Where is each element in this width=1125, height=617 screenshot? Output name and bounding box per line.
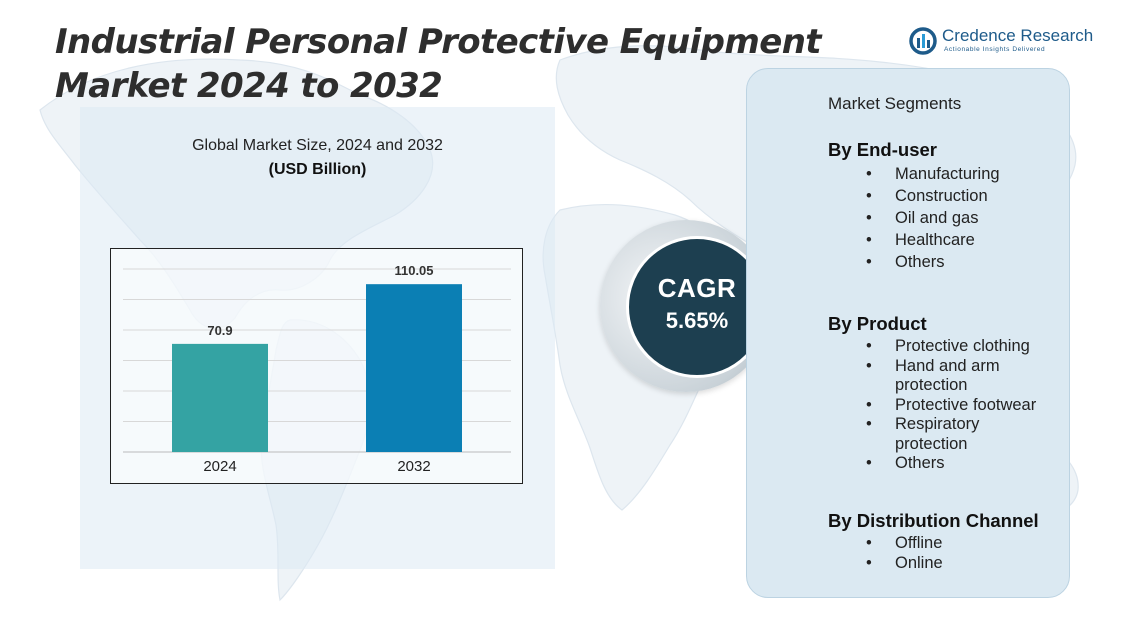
- segment-item-label: Respiratory protection: [895, 415, 980, 453]
- logo-tagline: Actionable Insights Delivered: [944, 46, 1046, 53]
- bullet-icon: •: [866, 395, 872, 414]
- bullet-icon: •: [866, 253, 872, 271]
- segments-panel: [746, 68, 1070, 598]
- segment-title-distribution: By Distribution Channel: [828, 510, 1039, 531]
- segment-item: • Respiratory protection: [866, 415, 1041, 454]
- bar-2032: [366, 284, 462, 452]
- x-tick-label-2024: 2024: [203, 458, 236, 475]
- logo-name: Credence Research: [942, 26, 1094, 45]
- segment-title-product: By Product: [828, 313, 927, 334]
- segment-item-label: Oil and gas: [895, 209, 979, 227]
- chart-title: Global Market Size, 2024 and 2032: [192, 137, 443, 154]
- segment-item-label: Online: [895, 554, 943, 572]
- data-label-2024: 70.9: [207, 323, 232, 338]
- logo-mark-icon: [909, 27, 937, 55]
- data-label-2032: 110.05: [394, 263, 433, 278]
- segment-item: • Offline: [866, 533, 1066, 553]
- segments-header: Market Segments: [828, 94, 962, 113]
- segment-item-label: Manufacturing: [895, 165, 1000, 183]
- bullet-icon: •: [866, 231, 872, 249]
- bullet-icon: •: [866, 209, 872, 227]
- bar-chart-plot: 70.9 2024 110.05 2032: [123, 263, 511, 475]
- segment-item: • Construction: [866, 185, 1066, 207]
- cagr-value: 5.65%: [665, 308, 729, 333]
- x-tick-label-2032: 2032: [397, 458, 430, 475]
- segment-item-label: Protective clothing: [895, 337, 1030, 355]
- segment-item: • Manufacturing: [866, 163, 1066, 185]
- segment-item-label: Hand and arm protection: [895, 356, 1000, 395]
- segment-item-label: Healthcare: [895, 231, 975, 249]
- segment-item: • Online: [866, 553, 1066, 573]
- bullet-icon: •: [866, 356, 872, 375]
- segment-item: • Protective footwear: [866, 396, 1041, 416]
- segment-item: • Oil and gas: [866, 207, 1066, 229]
- segment-item: • Protective clothing: [866, 337, 1041, 357]
- bar-2024: [172, 343, 268, 452]
- bullet-icon: •: [866, 187, 872, 205]
- segment-item-label: Construction: [895, 187, 988, 205]
- bullet-icon: •: [866, 534, 872, 552]
- segment-item-label: Others: [895, 454, 945, 472]
- bar-chart: 70.9 2024 110.05 2032: [110, 248, 523, 484]
- bullet-icon: •: [866, 554, 872, 572]
- bullet-icon: •: [866, 337, 872, 355]
- segment-list-product: • Protective clothing • Hand and arm protec…: [866, 337, 1041, 474]
- cagr-label: CAGR: [657, 273, 737, 303]
- brand-logo: Credence Research Actionable Insights De…: [908, 24, 1098, 58]
- segment-title-end-user: By End-user: [828, 139, 937, 160]
- segment-item: • Healthcare: [866, 229, 1066, 251]
- segment-list-end-user: • Manufacturing • Construction • Oil and gas •…: [866, 163, 1066, 273]
- segment-item: • Hand and arm protection: [866, 357, 1041, 396]
- segment-item-label: Protective footwear: [895, 395, 1037, 414]
- segment-item: • Others: [866, 251, 1066, 273]
- bullet-icon: •: [866, 454, 872, 472]
- segment-item: • Others: [866, 454, 1041, 474]
- bullet-icon: •: [866, 415, 872, 433]
- chart-unit: (USD Billion): [268, 161, 367, 178]
- cagr-badge: CAGR 5.65%: [626, 236, 768, 378]
- page-title: Industrial Personal Protective Equipment…: [55, 22, 822, 106]
- bullet-icon: •: [866, 165, 872, 183]
- segment-item-label: Offline: [895, 534, 943, 552]
- segment-item-label: Others: [895, 253, 945, 271]
- segment-list-distribution: • Offline • Online: [866, 533, 1066, 573]
